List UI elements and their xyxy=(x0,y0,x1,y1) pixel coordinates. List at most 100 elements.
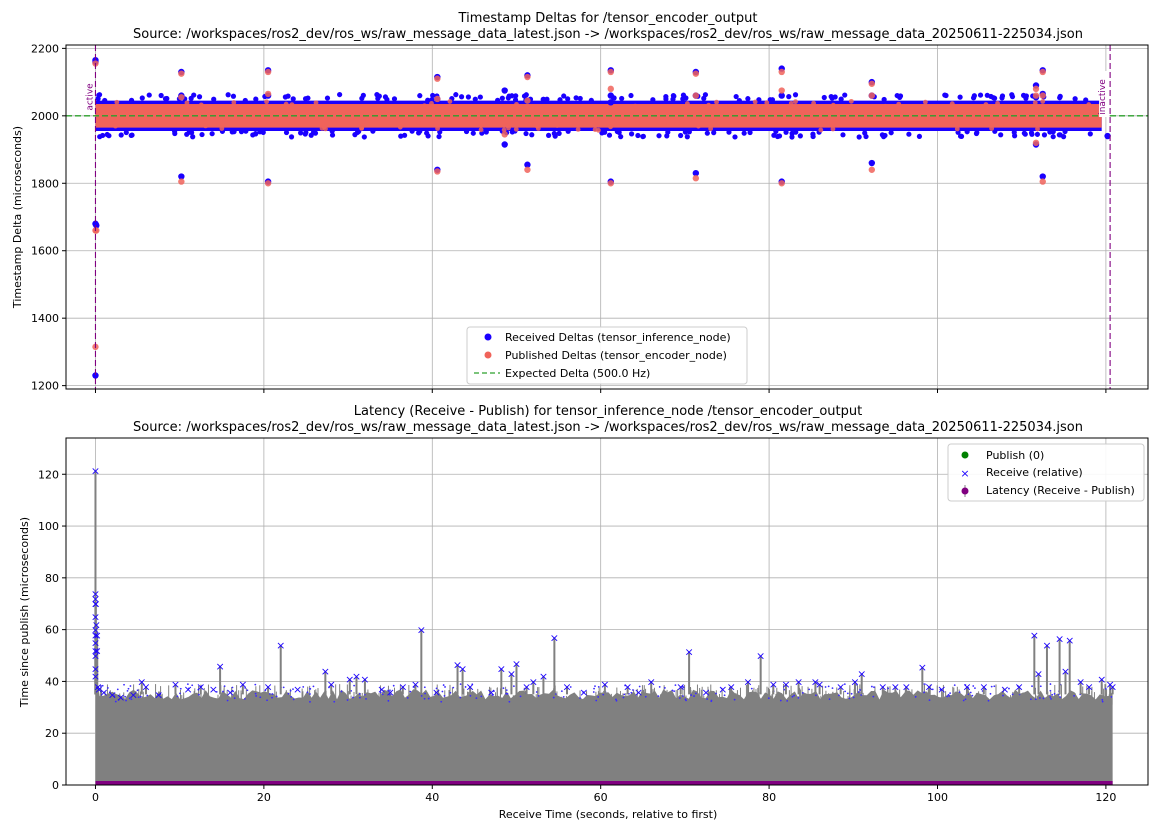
receive-edge-point xyxy=(513,685,515,688)
receive-marker: × xyxy=(507,668,516,681)
receive-marker: × xyxy=(1105,678,1114,691)
received-delta-point xyxy=(384,96,390,103)
receive-marker: × xyxy=(539,670,548,683)
receive-edge-point xyxy=(931,688,934,691)
received-delta-point xyxy=(797,133,803,139)
received-delta-point xyxy=(778,92,785,99)
receive-edge-point xyxy=(682,686,685,689)
legend-expected-label: Expected Delta (500.0 Hz) xyxy=(505,367,650,380)
receive-edge-point xyxy=(389,689,391,692)
receive-marker: × xyxy=(1000,683,1009,696)
top-y-tick-label: 1400 xyxy=(31,312,59,325)
published-delta-point xyxy=(691,116,696,121)
published-delta-point xyxy=(692,92,700,99)
published-delta-point xyxy=(752,99,758,105)
published-delta-point xyxy=(893,108,899,114)
received-delta-point xyxy=(821,94,827,101)
receive-edge-point xyxy=(1101,698,1104,701)
received-delta-point xyxy=(745,96,751,102)
receive-edge-point xyxy=(406,697,409,699)
receive-edge-point xyxy=(923,683,926,686)
received-delta-point xyxy=(199,131,205,138)
receive-marker: × xyxy=(116,691,125,704)
received-delta-point xyxy=(971,93,977,99)
received-delta-point xyxy=(540,96,546,102)
received-delta-point xyxy=(501,87,508,94)
receive-edge-point xyxy=(964,684,967,686)
published-delta-point xyxy=(489,119,495,124)
receive-edge-point xyxy=(309,693,311,695)
latency-baseline-markers xyxy=(95,781,1113,785)
published-delta-point xyxy=(325,109,331,115)
legend-received-marker xyxy=(484,333,492,341)
receive-edge-point xyxy=(632,689,634,691)
receive-marker: × xyxy=(91,624,100,637)
receive-edge-point xyxy=(244,687,247,689)
receive-marker: × xyxy=(154,688,163,701)
published-delta-point xyxy=(799,109,805,115)
published-delta-point xyxy=(638,118,644,124)
received-delta-point xyxy=(92,372,99,379)
receive-edge-point xyxy=(815,694,817,697)
published-delta-point xyxy=(219,126,225,131)
received-delta-point xyxy=(1039,173,1046,180)
published-delta-point xyxy=(218,116,224,122)
top-chart-title: Timestamp Deltas for /tensor_encoder_out… xyxy=(458,11,758,26)
receive-edge-point xyxy=(179,687,182,690)
receive-edge-point xyxy=(594,685,596,687)
published-delta-point xyxy=(973,117,979,123)
receive-edge-point xyxy=(582,691,585,694)
received-delta-point xyxy=(402,132,408,138)
published-delta-point xyxy=(1032,85,1040,93)
receive-marker: × xyxy=(1055,633,1064,646)
receive-marker: × xyxy=(701,686,710,699)
top-x-ticks xyxy=(94,389,1107,393)
published-delta-point xyxy=(435,126,440,131)
received-delta-point xyxy=(123,129,129,136)
receive-marker: × xyxy=(137,675,146,688)
receive-edge-point xyxy=(387,699,390,702)
receive-edge-point xyxy=(706,698,709,700)
receive-edge-point xyxy=(409,690,412,693)
received-delta-point xyxy=(957,133,964,139)
receive-edge-point xyxy=(715,692,717,695)
bottom-x-tick-label: 40 xyxy=(425,791,439,804)
bottom-legend-box xyxy=(947,443,1145,502)
received-delta-point xyxy=(499,95,505,101)
receive-marker: × xyxy=(811,675,820,688)
published-delta-point xyxy=(157,114,163,119)
received-delta-point xyxy=(477,94,483,100)
bottom-latency-area xyxy=(95,668,1113,785)
published-delta-point xyxy=(501,127,507,133)
receive-edge-point xyxy=(198,693,200,696)
receive-edge-point xyxy=(767,697,770,700)
published-delta-point xyxy=(714,99,719,105)
received-delta-point xyxy=(881,96,887,103)
received-delta-point xyxy=(628,131,635,137)
published-delta-point xyxy=(898,120,904,126)
receive-marker: × xyxy=(794,675,803,688)
receive-marker: × xyxy=(891,681,900,694)
receive-edge-point xyxy=(720,687,723,690)
bottom-x-ticks: 0 20 40 60 80 100 120 xyxy=(92,785,1116,804)
receive-edge-point xyxy=(972,685,975,687)
receive-edge-point xyxy=(254,692,257,695)
bottom-x-tick-label: 120 xyxy=(1095,791,1116,804)
inactive-marker-label: inactive xyxy=(1098,79,1108,115)
receive-edge-point xyxy=(493,690,495,693)
published-delta-point xyxy=(527,122,533,128)
receive-marker: × xyxy=(171,678,180,691)
received-delta-point xyxy=(1072,96,1078,102)
receive-edge-point xyxy=(914,695,917,698)
receive-edge-point xyxy=(309,700,311,703)
bottom-y-ticks: 0 20 40 60 80 100 120 xyxy=(38,468,66,792)
receive-marker: × xyxy=(902,681,911,694)
receive-edge-point xyxy=(222,690,224,693)
bottom-y-tick-label: 0 xyxy=(52,779,59,792)
receive-marker: × xyxy=(727,681,736,694)
receive-edge-point xyxy=(1016,685,1019,687)
active-marker-label: active xyxy=(85,83,95,111)
receive-edge-point xyxy=(179,692,181,695)
receive-edge-point xyxy=(1053,692,1056,695)
received-delta-point xyxy=(283,129,290,136)
